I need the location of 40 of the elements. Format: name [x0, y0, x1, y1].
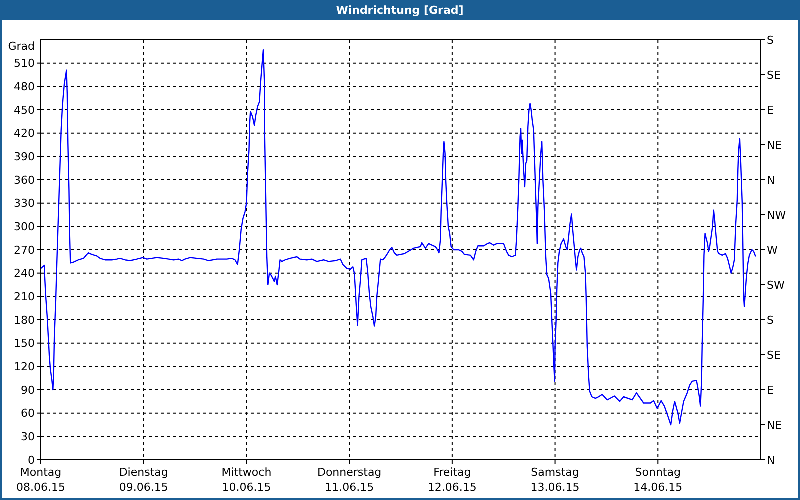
category-label: N — [767, 174, 776, 187]
y-tick-label: 180 — [14, 314, 35, 327]
x-tick-label: Samstag 13.06.15 — [530, 466, 580, 494]
y-tick-label: 0 — [28, 454, 35, 467]
category-label: N — [767, 454, 776, 467]
y-tick-label: 30 — [21, 430, 35, 444]
category-label: SE — [767, 348, 781, 362]
category-label: SW — [767, 278, 785, 292]
x-tick-label: Mittwoch 10.06.15 — [222, 466, 272, 494]
x-tick-label: Montag 08.06.15 — [16, 466, 66, 494]
y-tick-label: 300 — [14, 220, 35, 234]
category-label: SE — [767, 68, 781, 82]
y-tick-label: 420 — [14, 127, 35, 140]
y-axis-title: Grad — [8, 40, 35, 53]
x-tick-label: Sonntag 14.06.15 — [634, 466, 683, 494]
y-tick-label: 210 — [14, 290, 35, 304]
y-tick-label: 510 — [14, 57, 35, 70]
y-tick-label: 450 — [14, 104, 35, 117]
y-tick-label: 360 — [14, 174, 35, 187]
x-tick-label: Freitag 12.06.15 — [428, 466, 477, 494]
category-label: W — [767, 244, 778, 257]
category-label: NE — [767, 138, 782, 152]
y-tick-label: 90 — [21, 384, 35, 397]
y-tick-label: 330 — [14, 197, 35, 210]
category-label: NE — [767, 418, 782, 432]
y-tick-label: 150 — [14, 337, 35, 350]
category-label: NW — [767, 208, 786, 222]
category-label: S — [767, 314, 774, 327]
y-tick-label: 390 — [14, 150, 35, 164]
chart-title: Windrichtung [Grad] — [336, 4, 464, 17]
y-tick-label: 270 — [14, 244, 35, 257]
y-tick-label: 120 — [14, 360, 35, 374]
y-tick-label: 240 — [14, 267, 35, 280]
category-label: E — [767, 104, 774, 117]
category-label: S — [767, 34, 774, 47]
x-tick-label: Donnerstag 11.06.15 — [317, 466, 382, 494]
x-tick-label: Dienstag 09.06.15 — [119, 466, 168, 494]
category-label: E — [767, 384, 774, 397]
y-tick-label: 480 — [14, 80, 35, 94]
y-tick-label: 60 — [21, 407, 35, 420]
